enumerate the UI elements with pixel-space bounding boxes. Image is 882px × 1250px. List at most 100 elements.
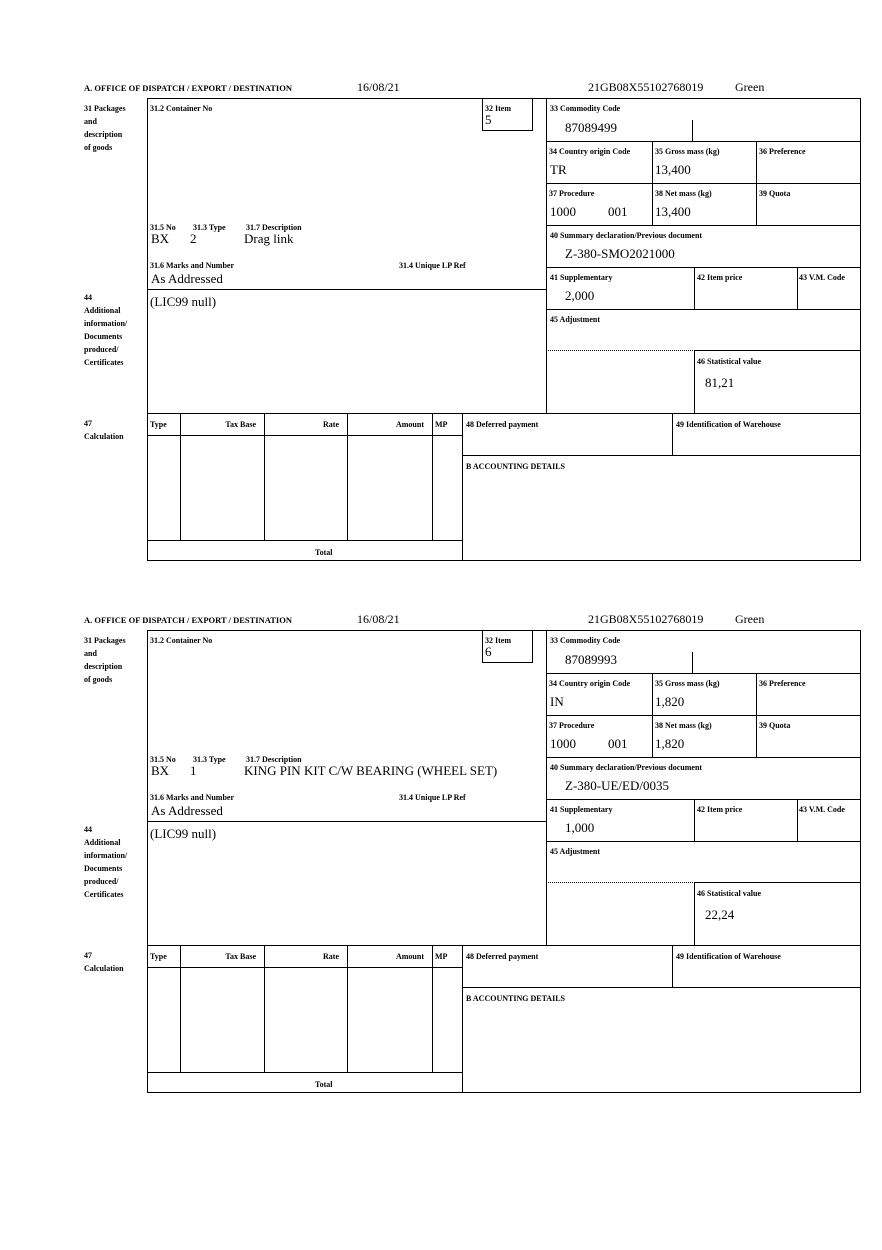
calc-col-label: Amount: [395, 420, 424, 429]
additional-label-line: Certificates: [84, 358, 124, 367]
additional-value: (LIC99 null): [150, 826, 217, 841]
calc-column: [147, 967, 181, 1073]
additional-value: (LIC99 null): [150, 294, 217, 309]
packages-label-line: 31 Packages: [84, 104, 126, 113]
deferred-label: 48 Deferred payment: [466, 952, 539, 961]
item-price-label: 42 Item price: [697, 273, 743, 282]
calc-column: [432, 435, 463, 541]
additional-label-line: 44: [84, 825, 92, 834]
container-label: 31.2 Container No: [150, 636, 213, 645]
packages-label-line: and: [84, 117, 97, 126]
country-value: IN: [550, 694, 564, 709]
route-color: Green: [735, 612, 765, 626]
no-label: 31.5 No: [150, 223, 176, 232]
dotted-area: [546, 350, 695, 414]
calc-column: [147, 435, 181, 541]
additional-label-line: 44: [84, 293, 92, 302]
supplementary-value: 2,000: [565, 288, 595, 303]
commodity-divider: [692, 120, 693, 142]
country-value: TR: [550, 162, 567, 177]
preference-label: 36 Preference: [759, 679, 806, 688]
marks-label: 31.6 Marks and Number: [150, 793, 235, 802]
packages-label-line: description: [84, 662, 123, 671]
accounting-box: [462, 455, 861, 561]
commodity-value: 87089499: [565, 120, 617, 135]
supplementary-label: 41 Supplementary: [550, 805, 613, 814]
procedure-additional-value: 001: [608, 204, 628, 219]
supplementary-label: 41 Supplementary: [550, 273, 613, 282]
marks-value: As Addressed: [151, 271, 223, 286]
additional-side-label: 44 Additional information/Documents produce…: [84, 291, 144, 369]
description-label: 31.7 Description: [246, 755, 302, 764]
packages-label-line: of goods: [84, 675, 113, 684]
calc-col-label: Type: [150, 420, 167, 429]
adjustment-label: 45 Adjustment: [550, 315, 601, 324]
calc-column: [264, 967, 348, 1073]
packages-side-label: 31 Packages and description of goods: [84, 102, 144, 154]
gross-label: 35 Gross mass (kg): [655, 679, 720, 688]
country-label: 34 Country origin Code: [549, 147, 631, 156]
description-label: 31.7 Description: [246, 223, 302, 232]
total-label: Total: [315, 548, 333, 557]
statistical-label: 46 Statistical value: [697, 889, 761, 898]
item-label: 32 Item: [485, 636, 511, 645]
accounting-label: B ACCOUNTING DETAILS: [466, 462, 565, 471]
packages-label-line: of goods: [84, 143, 113, 152]
quota-label: 39 Quota: [759, 189, 791, 198]
additional-label-line: Documents: [84, 864, 123, 873]
procedure-value: 1000: [550, 204, 576, 219]
quota-label: 39 Quota: [759, 721, 791, 730]
additional-label-line: information/: [84, 319, 128, 328]
packages-side-label: 31 Packages and description of goods: [84, 634, 144, 686]
net-label: 38 Net mass (kg): [655, 189, 712, 198]
deferred-label: 48 Deferred payment: [466, 420, 539, 429]
date: 16/08/21: [357, 612, 400, 626]
procedure-label: 37 Procedure: [549, 189, 595, 198]
adjustment-label: 45 Adjustment: [550, 847, 601, 856]
date: 16/08/21: [357, 80, 400, 94]
office-label: A. OFFICE OF DISPATCH / EXPORT / DESTINA…: [84, 83, 292, 93]
route-color: Green: [735, 80, 765, 94]
item-value: 5: [485, 112, 492, 127]
statistical-value: 22,24: [705, 907, 735, 922]
calc-column: [264, 435, 348, 541]
calculation-label-line: 47: [84, 419, 92, 428]
description-value: Drag link: [244, 231, 294, 246]
calc-column: [180, 967, 265, 1073]
office-label: A. OFFICE OF DISPATCH / EXPORT / DESTINA…: [84, 615, 292, 625]
accounting-label: B ACCOUNTING DETAILS: [466, 994, 565, 1003]
summary-label: 40 Summary declaration/Previous document: [550, 763, 703, 772]
package-type: 1: [190, 763, 197, 778]
summary-value: Z-380-SMO2021000: [565, 246, 675, 261]
form-box: 31.2 Container No 32 Item 5 31.5 No 31.3 Typ…: [147, 98, 861, 561]
container-label: 31.2 Container No: [150, 104, 213, 113]
net-value: 1,820: [655, 736, 685, 751]
calc-col-label: Amount: [395, 952, 424, 961]
additional-label-line: produced/: [84, 345, 119, 354]
warehouse-label: 49 Identification of Warehouse: [676, 952, 781, 961]
calculation-label-line: Calculation: [84, 964, 124, 973]
packages-label-line: description: [84, 130, 123, 139]
no-label: 31.5 No: [150, 755, 176, 764]
calc-column: [432, 967, 463, 1073]
gross-label: 35 Gross mass (kg): [655, 147, 720, 156]
type-label: 31.3 Type: [193, 755, 226, 764]
form-box: 31.2 Container No 32 Item 6 31.5 No 31.3 Typ…: [147, 630, 861, 1093]
commodity-divider: [692, 652, 693, 674]
additional-label-line: Additional: [84, 838, 121, 847]
net-label: 38 Net mass (kg): [655, 721, 712, 730]
statistical-value: 81,21: [705, 375, 735, 390]
commodity-label: 33 Commodity Code: [550, 636, 621, 645]
dotted-area: [546, 882, 695, 946]
total-label: Total: [315, 1080, 333, 1089]
item-value: 6: [485, 644, 492, 659]
vm-code-label: 43 V.M. Code: [799, 273, 845, 282]
additional-side-label: 44 Additional information/Documents produce…: [84, 823, 144, 901]
preference-label: 36 Preference: [759, 147, 806, 156]
net-value: 13,400: [655, 204, 691, 219]
reference-number: 21GB08X55102768019: [588, 80, 704, 94]
calc-column: [347, 435, 433, 541]
calculation-side-label: 47 Calculation: [84, 417, 144, 443]
commodity-value: 87089993: [565, 652, 617, 667]
package-type: 2: [190, 231, 197, 246]
